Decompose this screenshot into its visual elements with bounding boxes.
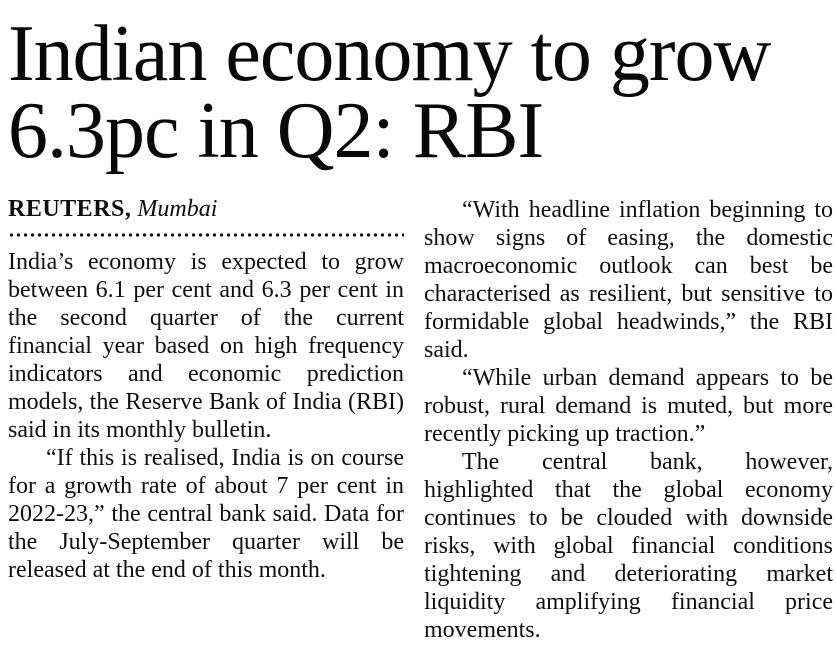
column-left-text: India’s economy is expected to grow betw…	[8, 248, 404, 584]
byline: REUTERS, Mumbai	[8, 196, 404, 222]
column-right-text: “With headline inflation beginning to sh…	[424, 196, 833, 644]
byline-divider-dotted-rule	[8, 233, 404, 237]
paragraph: India’s economy is expected to grow betw…	[8, 249, 404, 443]
byline-location: Mumbai	[137, 196, 218, 222]
paragraph: “If this is realised, India is on course…	[8, 445, 404, 583]
headline: Indian economy to grow 6.3pc in Q2: RBI	[8, 10, 833, 175]
headline-line-2: 6.3pc in Q2: RBI	[8, 87, 544, 175]
headline-line-1: Indian economy to grow	[8, 10, 771, 98]
column-right: “With headline inflation beginning to sh…	[424, 196, 833, 644]
news-article-page: Indian economy to grow 6.3pc in Q2: RBI …	[0, 10, 836, 670]
article-columns: REUTERS, Mumbai India’s economy is expec…	[8, 196, 833, 644]
byline-agency: REUTERS,	[8, 196, 132, 222]
paragraph: “While urban demand appears to be robust…	[424, 365, 833, 447]
paragraph: “With headline inflation beginning to sh…	[424, 197, 833, 363]
paragraph: The central bank, however, highlighted t…	[424, 449, 833, 643]
column-left: REUTERS, Mumbai India’s economy is expec…	[8, 196, 404, 584]
